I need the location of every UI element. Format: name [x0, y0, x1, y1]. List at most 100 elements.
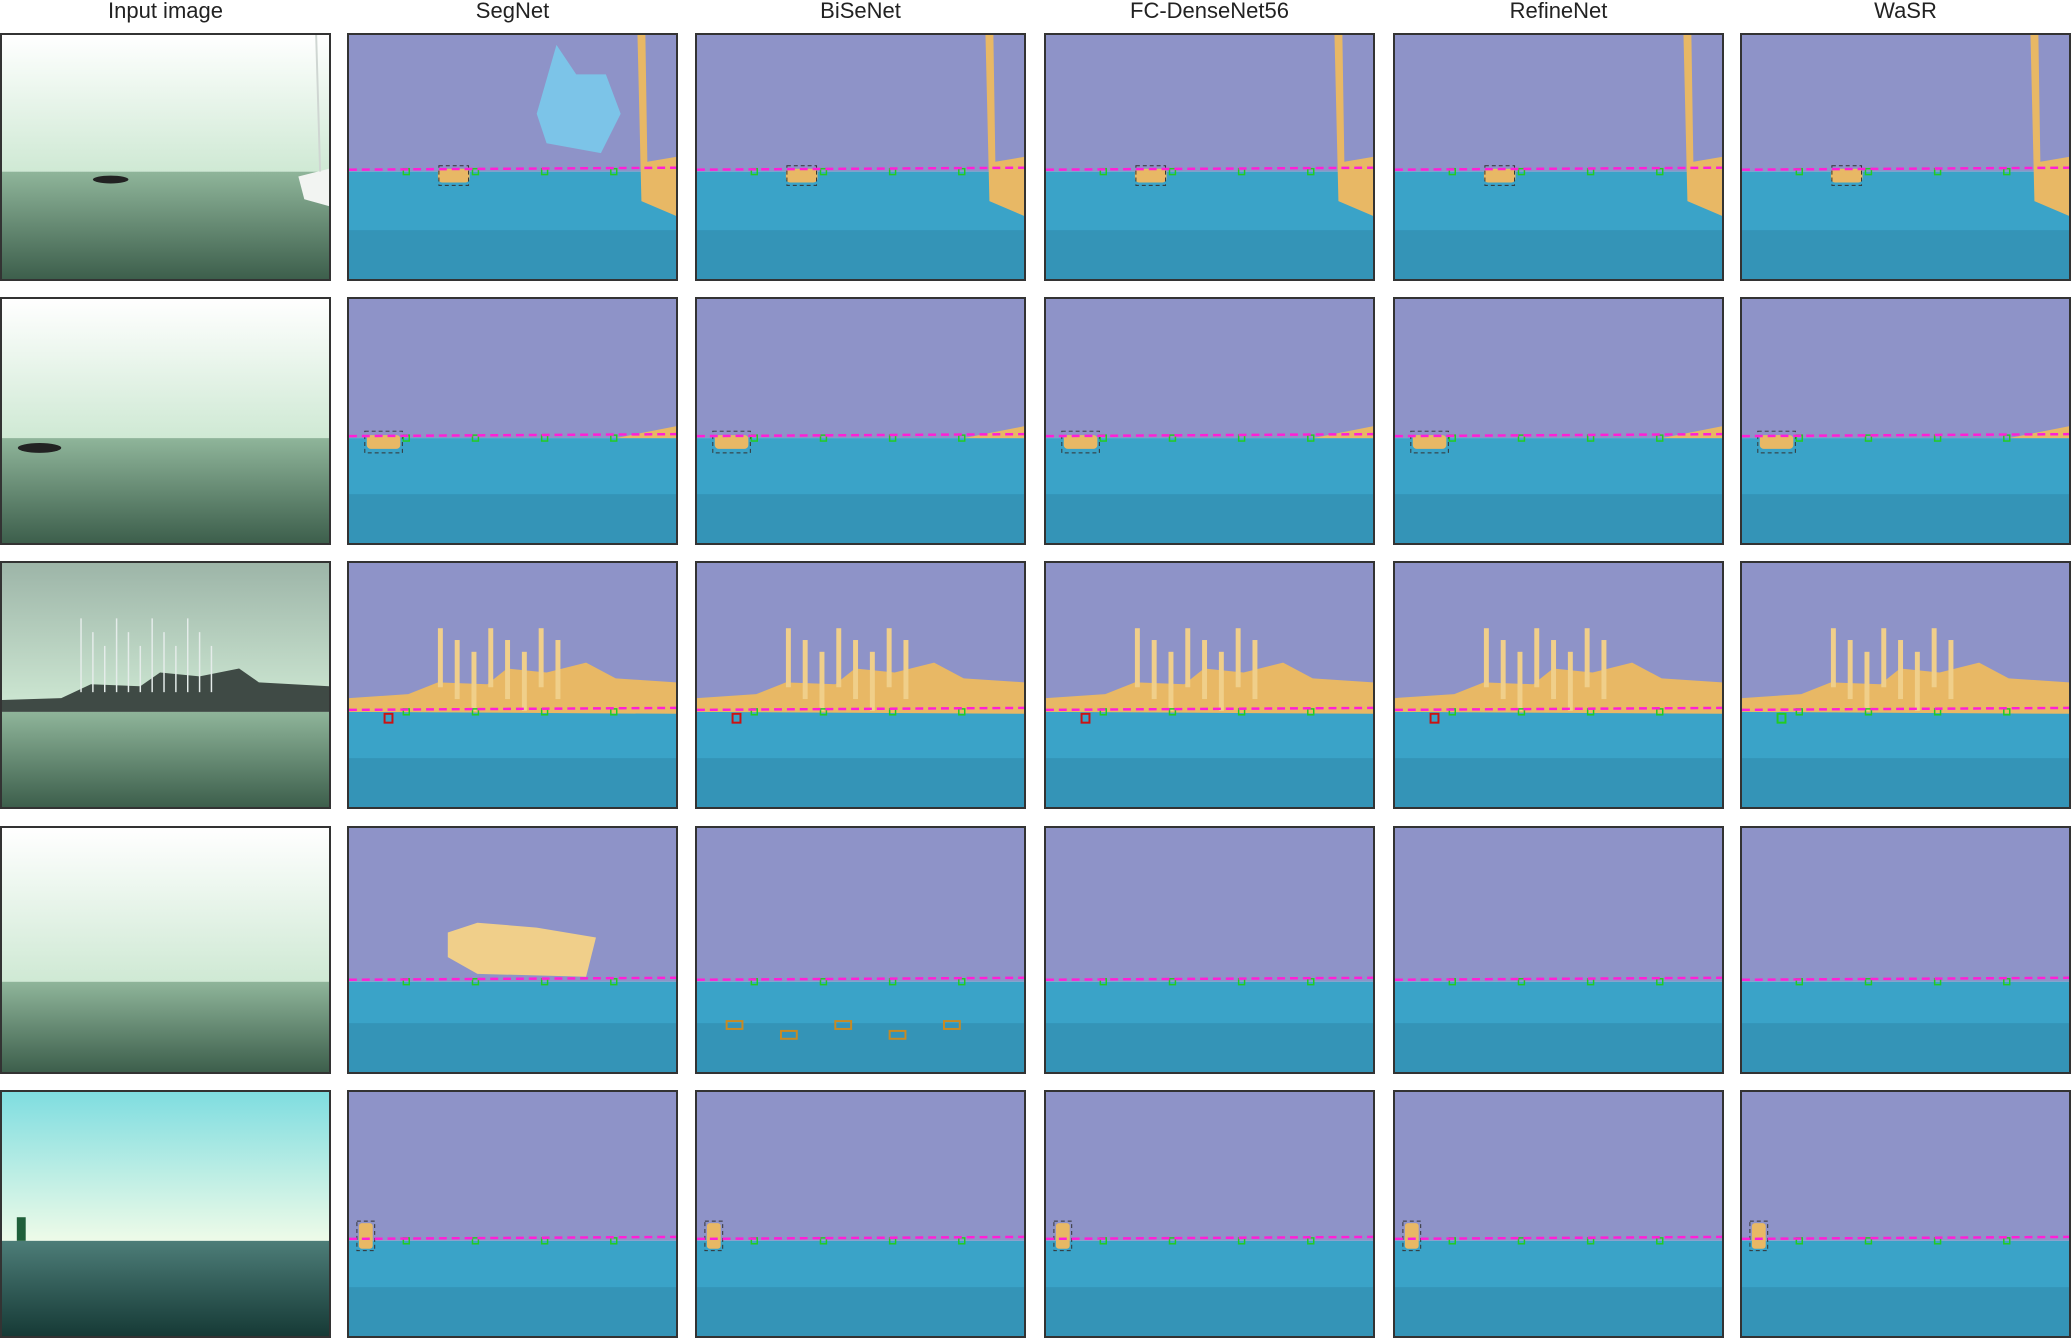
- true-positive-box: [1168, 167, 1177, 176]
- obstacle-mast: [454, 640, 460, 700]
- horizon-line: [1742, 1235, 2069, 1241]
- true-positive-box: [819, 167, 828, 176]
- obstacle-mast: [1864, 651, 1870, 711]
- true-positive-box: [2003, 167, 2011, 176]
- obstacle-boat: [1483, 168, 1516, 183]
- sky-region: [1395, 299, 1722, 439]
- obstacle-mast: [802, 640, 808, 700]
- true-positive-box: [1517, 978, 1526, 986]
- sky-region: [2, 1092, 329, 1241]
- segmentation-overlay: [1742, 1092, 2069, 1336]
- segmentation-overlay: [1395, 35, 1722, 279]
- true-positive-box: [2003, 978, 2011, 986]
- sea-region: [2, 438, 329, 543]
- segmentation-overlay: [349, 35, 676, 279]
- water-shade: [1046, 758, 1373, 807]
- false-water-blob: [536, 44, 621, 154]
- column-header-wasr: WaSR: [1874, 0, 1937, 23]
- obstacle-mast: [819, 651, 825, 711]
- gt-box: [1831, 165, 1863, 186]
- obstacle-buoy: [1751, 1223, 1766, 1249]
- gt-box: [438, 165, 470, 186]
- horizon-line: [1046, 706, 1373, 712]
- obstacle-mast: [1584, 628, 1590, 688]
- false-positive-box: [779, 1029, 798, 1040]
- column-header-bisenet: BiSeNet: [820, 0, 901, 23]
- obstacle-sailboat: [985, 35, 1024, 216]
- water-shade: [1395, 758, 1722, 807]
- buoy: [16, 1217, 26, 1241]
- segmentation-overlay: [1742, 828, 2069, 1072]
- sea-region: [2, 171, 329, 279]
- true-positive-box: [471, 978, 480, 986]
- input-photo: [2, 299, 329, 543]
- water-shade: [1742, 758, 2069, 807]
- obstacle-boat: [714, 435, 749, 449]
- panel-buoy-open-sea-bisenet: [695, 1090, 1026, 1338]
- horizon-line: [697, 706, 1024, 712]
- segmentation-overlay: [697, 828, 1024, 1072]
- panel-marina-clouds-segnet: [347, 561, 678, 809]
- water-shade: [1395, 494, 1722, 543]
- horizon-line: [1395, 166, 1722, 171]
- panel-fog-small-boat-segnet: [347, 297, 678, 545]
- panel-fog-small-boat-fcdensenet: [1044, 297, 1375, 545]
- obstacle-mast: [1202, 640, 1208, 700]
- sky-region: [1395, 828, 1722, 982]
- segmentation-overlay: [349, 828, 676, 1072]
- obstacle-mast: [1483, 628, 1489, 688]
- sky-region: [2, 35, 329, 172]
- sky-region: [349, 299, 676, 439]
- panel-fog-small-boat-bisenet: [695, 297, 1026, 545]
- true-positive-box: [471, 1237, 480, 1245]
- horizon-line: [1395, 1235, 1722, 1241]
- sky-region: [1395, 35, 1722, 172]
- obstacle-mast: [1898, 640, 1904, 700]
- true-positive-box: [958, 434, 966, 442]
- column-header-refinenet: RefineNet: [1509, 0, 1608, 23]
- obstacle-mast: [555, 640, 561, 700]
- horizon-line: [1046, 1235, 1373, 1241]
- water-shade: [1046, 230, 1373, 279]
- obstacle-mast: [1567, 651, 1573, 711]
- obstacle-shoreline: [697, 662, 1024, 714]
- true-positive-box: [610, 978, 618, 986]
- true-positive-box: [819, 708, 828, 716]
- sky-region: [1742, 299, 2069, 439]
- obstacle-buoy: [706, 1223, 721, 1249]
- horizon-line: [1742, 432, 2069, 438]
- obstacle-mast: [1551, 640, 1557, 700]
- gt-box: [1749, 1220, 1769, 1252]
- obstacle-mast: [1151, 640, 1157, 700]
- panel-empty-fog-fcdensenet: [1044, 826, 1375, 1074]
- shoreline-silhouette: [2, 668, 329, 712]
- panel-marina-clouds-input: [0, 561, 331, 809]
- water-shade: [1046, 1023, 1373, 1072]
- sky-region: [349, 1092, 676, 1241]
- gt-box: [1484, 165, 1516, 186]
- sky-region: [697, 35, 1024, 172]
- horizon-line: [349, 1235, 676, 1241]
- detection-box: [1429, 712, 1440, 724]
- true-positive-box: [2003, 1237, 2011, 1245]
- water-shade: [1742, 494, 2069, 543]
- true-positive-box: [1517, 1237, 1526, 1245]
- water-shade: [1395, 1023, 1722, 1072]
- false-obstacle-blob: [447, 922, 596, 977]
- segmentation-overlay: [1395, 563, 1722, 807]
- gt-box: [1135, 165, 1167, 186]
- true-positive-box: [471, 167, 480, 176]
- obstacle-mast: [869, 651, 875, 711]
- obstacle-shoreline: [1395, 662, 1722, 714]
- segmentation-overlay: [349, 563, 676, 807]
- panel-marina-clouds-wasr: [1740, 561, 2071, 809]
- water-shade: [697, 1287, 1024, 1336]
- obstacle-mast: [1500, 640, 1506, 700]
- sky-region: [1046, 299, 1373, 439]
- obstacle-boat: [366, 435, 401, 449]
- gt-box: [356, 1220, 376, 1252]
- obstacle-boat: [1063, 435, 1098, 449]
- sea-region: [2, 711, 329, 807]
- input-photo: [2, 1092, 329, 1336]
- obstacle-sailboat: [637, 35, 676, 216]
